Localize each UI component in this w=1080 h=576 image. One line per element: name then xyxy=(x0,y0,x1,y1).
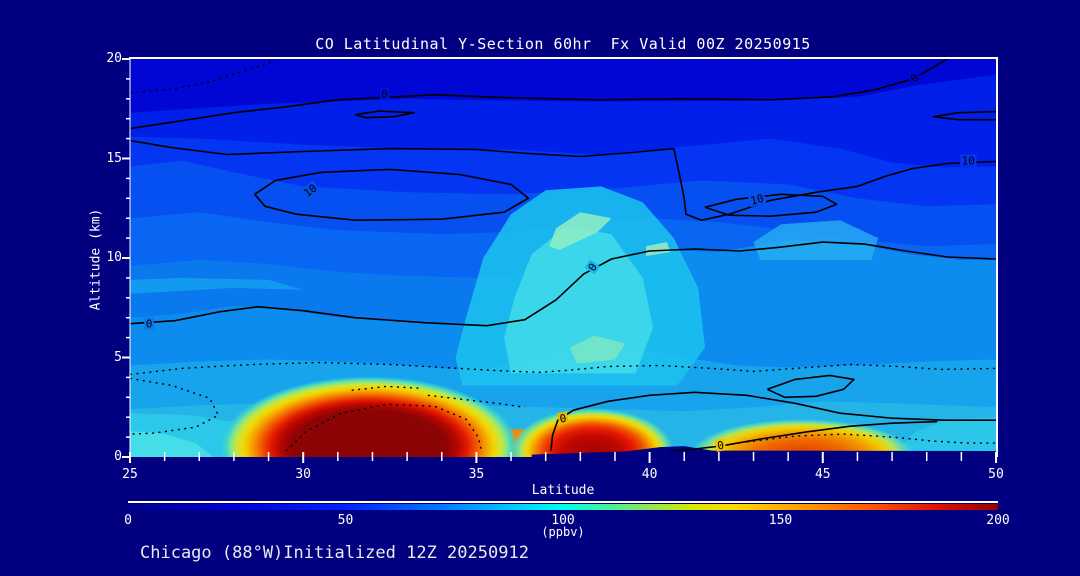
contour-line-dotted xyxy=(427,394,526,408)
co-hotspot xyxy=(691,419,913,457)
svg-text:10: 10 xyxy=(962,155,975,168)
y-tick-label: 0 xyxy=(114,449,122,464)
x-tick-label: 50 xyxy=(988,467,1004,482)
contour-fill-patch xyxy=(753,220,879,260)
svg-text:0: 0 xyxy=(381,88,388,101)
contour-line-solid xyxy=(550,391,996,452)
surface-mask xyxy=(531,446,996,457)
contour-fill-patch xyxy=(569,335,626,364)
contour-line-solid xyxy=(130,59,948,130)
contour-line-solid xyxy=(767,374,855,399)
colorbar-tick-label: 100 xyxy=(551,513,575,528)
contour-label: 0 xyxy=(379,87,390,101)
svg-text:10: 10 xyxy=(749,192,765,208)
x-tick-label: 25 xyxy=(122,467,138,482)
contour-fill-patch xyxy=(130,277,304,294)
colorbar-top-border xyxy=(128,501,998,503)
x-tick-label: 35 xyxy=(468,467,485,482)
colorbar-tick-label: 0 xyxy=(124,513,132,528)
contour-fill-patch xyxy=(899,417,996,451)
plot-title: CO Latitudinal Y-Section 60hr Fx Valid 0… xyxy=(315,35,811,53)
contour-line-dotted xyxy=(285,403,483,452)
colorbar-tick-label: 50 xyxy=(337,513,354,528)
contour-line-solid xyxy=(932,110,996,121)
x-tick-label: 45 xyxy=(814,467,831,482)
co-hotspot xyxy=(220,376,518,457)
svg-text:0: 0 xyxy=(559,412,568,426)
y-tick-label: 20 xyxy=(106,51,122,66)
contour-line-solid xyxy=(130,241,996,327)
colorbar-gradient xyxy=(128,504,998,510)
colorbar-tick-label: 150 xyxy=(768,513,793,528)
x-axis-title: Latitude xyxy=(531,483,595,498)
contour-label: 10 xyxy=(960,154,977,168)
contour-fill-patch xyxy=(504,226,654,374)
run-info-caption: Chicago (88°W)Initialized 12Z 20250912 xyxy=(140,543,529,563)
contour-label: 0 xyxy=(714,438,727,453)
y-tick-label: 5 xyxy=(114,349,122,365)
colorbar-tick-label: 200 xyxy=(986,513,1010,528)
contour-fill-patch xyxy=(549,212,612,250)
y-tick-label: 10 xyxy=(106,250,122,265)
contour-line-solid xyxy=(354,110,415,119)
contour-line-solid xyxy=(670,420,938,452)
svg-text:0: 0 xyxy=(716,439,725,453)
contour-label: 10 xyxy=(300,180,321,201)
contour-label: 10 xyxy=(747,191,767,208)
contour-line-dotted xyxy=(130,59,276,94)
contour-label: 0 xyxy=(584,259,601,275)
contour-label: 0 xyxy=(557,411,569,426)
contour-line-solid xyxy=(130,139,996,221)
colorbar xyxy=(128,501,998,510)
contour-line-solid xyxy=(254,168,530,221)
y-tick-label: 15 xyxy=(106,150,122,166)
colorbar-units-label: (ppbv) xyxy=(541,525,585,539)
x-tick-label: 40 xyxy=(641,467,658,482)
svg-text:10: 10 xyxy=(301,181,319,199)
contour-fill-patch xyxy=(646,242,671,256)
contour-line-dotted xyxy=(746,433,996,444)
contour-label: 0 xyxy=(144,317,154,331)
svg-text:0: 0 xyxy=(146,318,153,331)
contour-fill-patch xyxy=(130,431,214,457)
x-tick-label: 30 xyxy=(295,467,312,482)
